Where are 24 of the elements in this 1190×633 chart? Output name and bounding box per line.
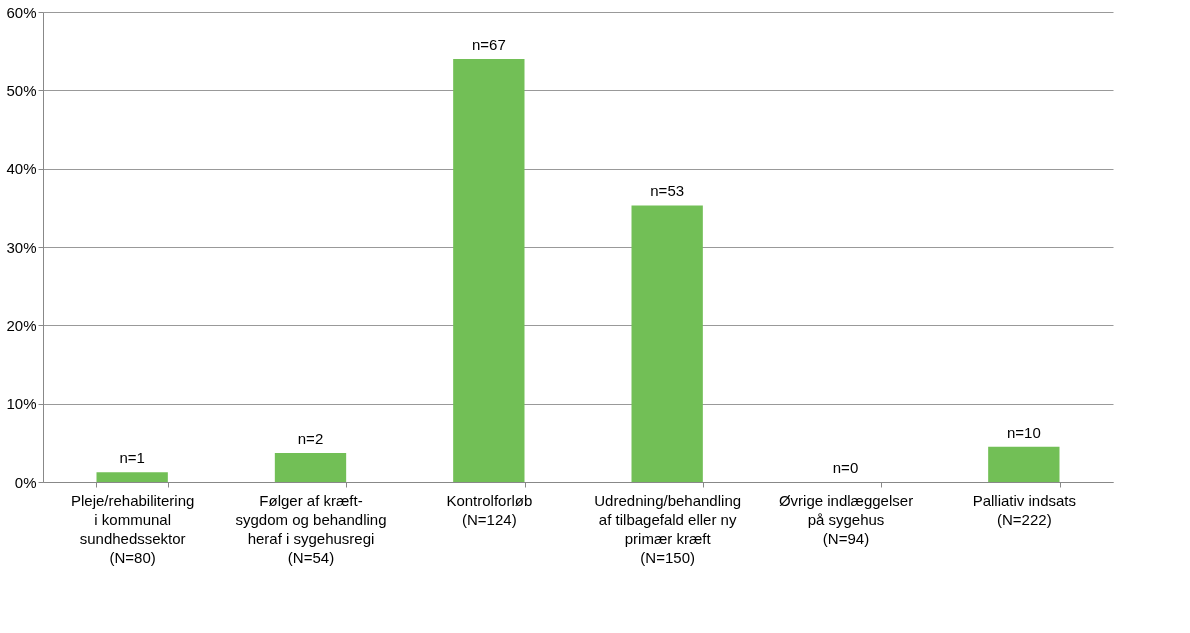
x-tick-label: Øvrige indlæggelser på sygehus (N=94) [778, 491, 914, 547]
bar [988, 446, 1060, 482]
annotation: n=10 [1006, 423, 1041, 441]
annotation: n=53 [650, 182, 685, 200]
y-tick-label: 10% [6, 395, 37, 413]
x-tick-label: Udredning/behandling af tilbagefald eller ny primær kræft (N=150) [594, 491, 742, 566]
annotation: n=2 [297, 430, 324, 448]
y-tick-label: 0% [14, 473, 37, 491]
x-tick-label: Palliativ indsats (N=222) [972, 491, 1077, 528]
bar [453, 59, 525, 482]
annotation: n=0 [832, 459, 859, 476]
bar [274, 453, 347, 482]
y-tick-label: 40% [6, 160, 37, 178]
y-tick-label: 30% [6, 238, 37, 256]
y-tick-label: 60% [6, 3, 37, 21]
annotation: n=67 [471, 36, 506, 53]
bar [96, 472, 168, 482]
x-tick-label: Følger af kræft- sygdom og behandling heraf i sygehusregi (N=54) [235, 491, 387, 566]
y-tick-label: 50% [6, 81, 37, 99]
x-tick-label: Kontrolforløb (N=124) [446, 491, 533, 528]
bar [631, 205, 703, 482]
x-tick-label: Pleje/rehabilitering i kommunal sundhedssektor (N=80) [70, 491, 195, 566]
y-tick-label: 20% [6, 316, 37, 334]
annotation: n=1 [119, 449, 145, 467]
